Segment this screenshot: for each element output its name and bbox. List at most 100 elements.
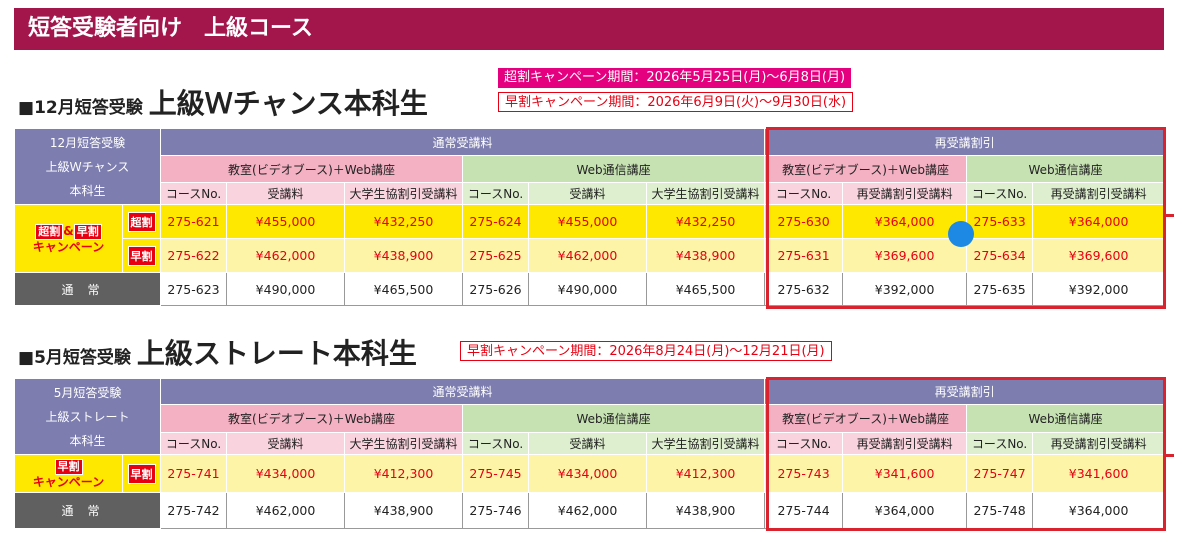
table-cell: ¥465,500 <box>645 272 766 306</box>
campaign-label: 超割 & 早割 キャンペーン <box>14 204 123 273</box>
table-cell: 275-622 <box>160 238 227 273</box>
section2-corner: 5月短答受験 上級ストレート 本科生 <box>13 378 162 455</box>
col-course-no: コースNo. <box>160 432 228 455</box>
table-cell: ¥438,900 <box>646 492 766 529</box>
col-course-no: コースNo. <box>462 182 529 205</box>
table-cell: ¥392,000 <box>1032 272 1166 306</box>
section2-title: ■5月短答受験 上級ストレート本科生 <box>18 332 417 372</box>
table-cell: ¥462,000 <box>528 238 647 273</box>
col-course-no: コースNo. <box>160 182 227 205</box>
table-cell: ¥434,000 <box>226 454 346 493</box>
section1-fee-table: 12月短答受験 上級Ｗチャンス 本科生 通常受講料 再受講割引 教室(ビデオブー… <box>14 128 1166 306</box>
table-row: 早割 275-622 ¥462,000 ¥438,900 275-625 ¥46… <box>15 238 1166 273</box>
col-course-no: コースNo. <box>764 182 844 205</box>
frame-tick <box>1166 214 1174 217</box>
table-cell: ¥364,000 <box>1032 204 1166 239</box>
super-discount-mark: 超割 <box>35 223 64 240</box>
col-fee: 受講料 <box>226 432 346 455</box>
section2-course-name: 上級ストレート本科生 <box>136 337 417 370</box>
page-banner: 短答受験者向け 上級コース <box>14 8 1164 50</box>
normal-row-label: 通常 <box>14 272 161 306</box>
table-cell: 275-625 <box>462 238 529 273</box>
section2-prefix: 5月短答受験 <box>34 348 131 368</box>
retake-highlight-frame <box>766 127 1166 309</box>
corner-line: 本科生 <box>69 433 106 448</box>
table-row: 超割 & 早割 キャンペーン 超割 275-621 ¥455,000 ¥432,25… <box>14 204 1166 273</box>
table-cell: ¥392,000 <box>842 272 968 306</box>
table-cell: ¥434,000 <box>528 454 648 493</box>
retake-classroom-web-header: 教室(ビデオブース)＋Web講座 <box>764 155 968 183</box>
super-discount-badge: 超割 <box>127 211 156 232</box>
section2-early-campaign: 早割キャンペーン期間：2026年8月24日(月)～12月21日(月) <box>460 341 832 361</box>
table-cell: ¥438,900 <box>344 238 463 273</box>
table-cell: 275-742 <box>160 492 228 529</box>
corner-line: 上級ストレート <box>45 409 130 424</box>
classroom-web-header: 教室(ビデオブース)＋Web講座 <box>160 155 463 183</box>
table-cell: ¥369,600 <box>842 238 968 273</box>
section1-title: ■12月短答受験 上級Ｗチャンス本科生 <box>18 82 428 122</box>
col-retake-fee: 再受講割引受講料 <box>1032 432 1166 455</box>
early-discount-mark: 早割 <box>54 458 83 475</box>
table-cell: 275-743 <box>764 454 844 493</box>
col-fee: 受講料 <box>528 182 647 205</box>
corner-line: 5月短答受験 <box>53 385 122 400</box>
table-cell: ¥412,300 <box>344 454 464 493</box>
col-course-no: コースNo. <box>764 432 844 455</box>
table-cell: ¥341,600 <box>842 454 968 493</box>
table-cell: ¥465,500 <box>344 272 463 306</box>
table-cell: 275-745 <box>462 454 530 493</box>
retake-web-course-header: Web通信講座 <box>966 155 1166 183</box>
retake-highlight-frame <box>766 377 1166 531</box>
section2-square: ■ <box>18 348 35 368</box>
col-retake-fee: 再受講割引受講料 <box>842 432 968 455</box>
early-discount-badge: 早割 <box>127 463 156 484</box>
section2-fee-table: 5月短答受験 上級ストレート 本科生 通常 受講料 再受講割引 教室(ビデオブース… <box>13 378 1166 529</box>
table-cell: ¥490,000 <box>528 272 647 306</box>
table-cell: ¥490,000 <box>226 272 345 306</box>
col-fee: 受講料 <box>528 432 648 455</box>
campaign-text: キャンペーン <box>32 239 105 254</box>
section1-super-campaign: 超割キャンペーン期間：2026年5月25日(月)～6月8日(月) <box>498 68 852 88</box>
retake-discount-group-header: 再受講割引 <box>764 378 1166 405</box>
col-course-no: コースNo. <box>462 432 530 455</box>
col-fee: 受講料 <box>226 182 345 205</box>
table-cell: ¥438,900 <box>645 238 766 273</box>
table-cell: 275-746 <box>462 492 530 529</box>
web-course-header: Web通信講座 <box>461 155 766 183</box>
section1-prefix: 12月短答受験 <box>34 98 143 118</box>
section1-course-name: 上級Ｗチャンス本科生 <box>148 87 428 120</box>
table-cell: 275-741 <box>160 454 228 493</box>
corner-line: 上級Ｗチャンス <box>45 159 130 174</box>
table-cell: 275-632 <box>764 272 844 306</box>
table-cell: 275-748 <box>966 492 1034 529</box>
normal-fee-group-header: 通常受講料 <box>159 128 766 156</box>
table-cell: ¥455,000 <box>226 204 345 239</box>
retake-web-course-header: Web通信講座 <box>966 404 1166 433</box>
col-course-no: コースNo. <box>966 432 1034 455</box>
table-cell: ¥462,000 <box>226 238 345 273</box>
retake-classroom-web-header: 教室(ビデオブース)＋Web講座 <box>764 404 968 433</box>
table-cell: ¥341,600 <box>1032 454 1166 493</box>
badge-cell: 超割 <box>122 204 161 239</box>
ampersand: & <box>63 223 74 238</box>
table-cell: ¥462,000 <box>226 492 346 529</box>
table-cell: 275-747 <box>966 454 1034 493</box>
table-row: 早割 キャンペーン 早割 275-741 ¥434,000 ¥412,300 2… <box>14 454 1166 493</box>
normal-row-label: 通常 <box>13 492 162 529</box>
table-cell: 275-626 <box>462 272 529 306</box>
table-cell: 275-633 <box>966 204 1034 239</box>
col-univ-fee: 大学生協割引受講料 <box>344 182 463 205</box>
col-univ-fee: 大学生協割引受講料 <box>646 432 766 455</box>
classroom-web-header: 教室(ビデオブース)＋Web講座 <box>160 404 464 433</box>
table-cell: ¥438,900 <box>344 492 464 529</box>
table-row: 通常 275-742 ¥462,000 ¥438,900 275-746 ¥46… <box>13 492 1166 529</box>
badge-cell: 早割 <box>121 454 162 493</box>
frame-tick <box>1166 454 1174 457</box>
col-univ-fee: 大学生協割引受講料 <box>645 182 766 205</box>
table-cell: 275-624 <box>462 204 529 239</box>
campaign-label: 早割 キャンペーン <box>14 454 123 493</box>
table-cell: 275-621 <box>160 204 227 239</box>
table-cell: 275-630 <box>764 204 844 239</box>
table-cell: ¥369,600 <box>1032 238 1166 273</box>
early-discount-mark: 早割 <box>73 223 102 240</box>
